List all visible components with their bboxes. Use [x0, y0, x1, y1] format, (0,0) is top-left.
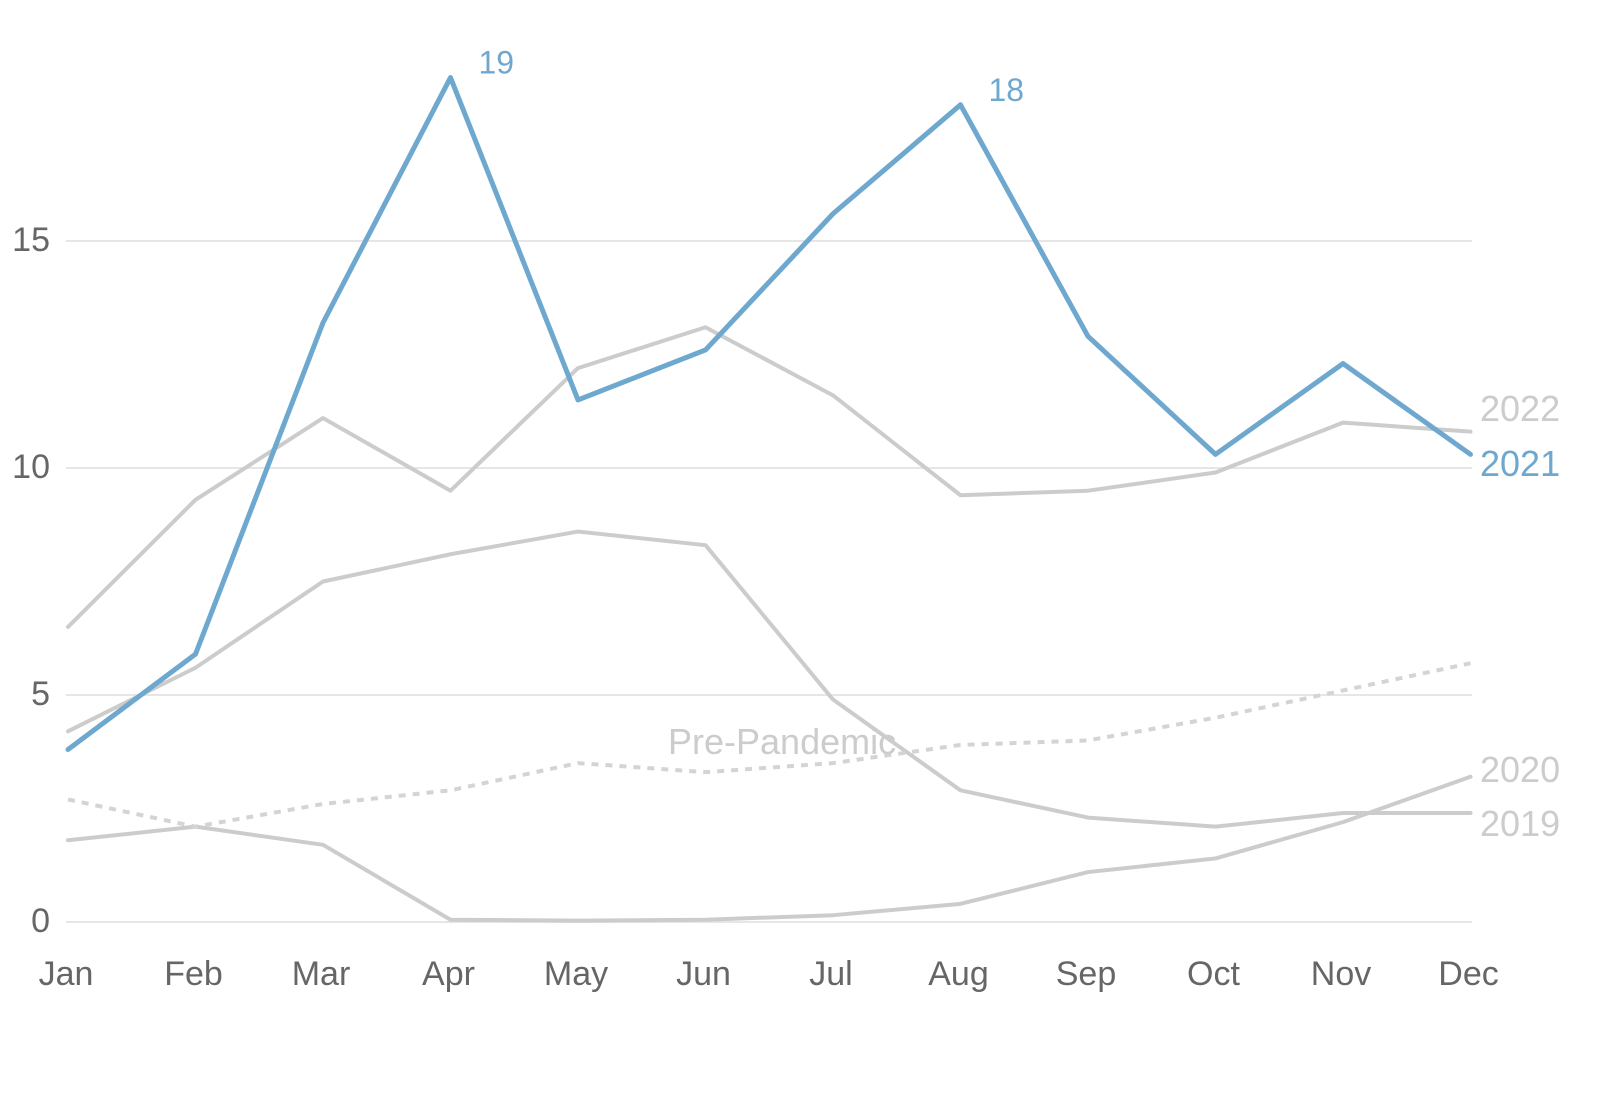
series-label-pre-pandemic: Pre-Pandemic: [668, 721, 896, 762]
y-tick-label-10: 10: [12, 448, 50, 486]
peak-annotation-apr: 19: [479, 45, 515, 81]
series-line-pre-pandemic: [67, 661, 1471, 829]
series-label-2022: 2022: [1480, 388, 1560, 429]
x-tick-label-oct: Oct: [1187, 955, 1240, 993]
series-lines: [65, 75, 1473, 923]
x-tick-label-may: May: [544, 955, 608, 993]
series-label-2019: 2019: [1480, 803, 1560, 844]
series-label-2021: 2021: [1480, 443, 1560, 484]
x-tick-labels: Jan Feb Mar Apr May Jun Jul Aug Sep Oct Nov Dec: [39, 955, 1499, 993]
x-tick-label-sep: Sep: [1056, 955, 1117, 993]
x-tick-label-aug: Aug: [928, 955, 989, 993]
x-tick-label-nov: Nov: [1311, 955, 1371, 993]
x-tick-label-dec: Dec: [1438, 955, 1498, 993]
y-tick-label-15: 15: [12, 221, 50, 259]
y-tick-label-0: 0: [31, 902, 50, 940]
y-gridlines: [66, 240, 1472, 923]
series-line-2019: [66, 529, 1473, 829]
series-labels: 2021 2022 2020 2019 Pre-Pandemic: [668, 388, 1560, 844]
series-line-2020: [66, 774, 1473, 923]
x-tick-label-jul: Jul: [809, 955, 852, 993]
y-tick-label-5: 5: [31, 675, 50, 713]
x-tick-label-apr: Apr: [422, 955, 475, 993]
series-line-2022: [66, 325, 1473, 629]
x-tick-label-jan: Jan: [39, 955, 94, 993]
peak-annotation-aug: 18: [989, 72, 1025, 108]
x-tick-label-jun: Jun: [676, 955, 731, 993]
y-tick-labels: 0 5 10 15: [12, 221, 50, 940]
series-line-2021: [65, 75, 1473, 752]
x-tick-label-feb: Feb: [164, 955, 223, 993]
series-label-2020: 2020: [1480, 749, 1560, 790]
x-tick-label-mar: Mar: [292, 955, 351, 993]
